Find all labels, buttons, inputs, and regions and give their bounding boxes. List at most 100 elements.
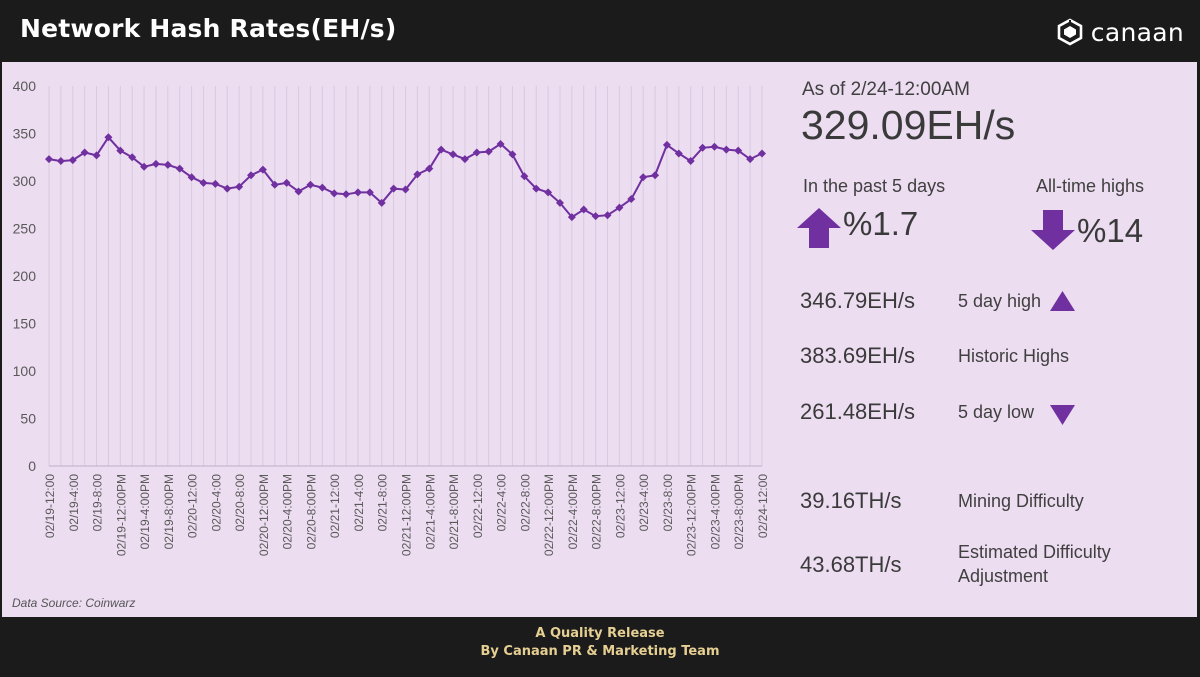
data-point <box>306 180 315 189</box>
data-point <box>639 173 648 182</box>
header-bar: Network Hash Rates(EH/s) canaan <box>0 0 1200 62</box>
footer-line-2: By Canaan PR & Marketing Team <box>480 644 720 659</box>
x-tick-label: 02/23-12:00 <box>613 474 627 538</box>
data-point <box>92 151 101 160</box>
x-tick-label: 02/20-4:00 <box>209 474 223 532</box>
data-point <box>758 149 766 158</box>
data-point <box>128 153 137 162</box>
data-point <box>591 212 600 221</box>
y-tick-label: 50 <box>20 411 36 427</box>
five-day-high-label: 5 day high <box>958 291 1042 311</box>
x-tick-label: 02/21-4:00 <box>352 474 366 532</box>
data-point <box>496 139 505 148</box>
x-tick-label: 02/19-4:00 <box>67 474 81 532</box>
arrow-down-icon <box>1031 210 1075 250</box>
historic-high-label: Historic Highs <box>958 346 1070 366</box>
x-tick-label: 02/19-12:00PM <box>114 474 128 556</box>
data-point <box>615 203 624 212</box>
data-point <box>460 155 469 164</box>
x-tick-label: 02/24-12:00 <box>756 474 770 538</box>
mining-difficulty-value: 39.16TH/s <box>800 488 902 513</box>
data-point <box>389 184 398 193</box>
y-tick-label: 400 <box>13 78 37 94</box>
data-point <box>140 162 149 171</box>
x-tick-label: 02/23-8:00PM <box>732 474 746 549</box>
historic-high-value: 383.69EH/s <box>800 343 915 368</box>
data-point <box>235 182 244 191</box>
y-tick-label: 200 <box>13 268 37 284</box>
data-point <box>520 172 529 181</box>
data-point <box>555 198 564 207</box>
estimated-difficulty-value: 43.68TH/s <box>800 552 902 577</box>
data-point <box>294 187 303 196</box>
past-5-days-label: In the past 5 days <box>803 176 946 196</box>
data-point <box>353 188 362 197</box>
series-points <box>45 133 766 222</box>
data-point <box>68 156 77 165</box>
data-point <box>401 185 410 194</box>
x-tick-label: 02/22-8:00PM <box>590 474 604 549</box>
data-point <box>722 145 731 154</box>
data-point <box>282 178 291 187</box>
five-day-high-value: 346.79EH/s <box>800 288 915 313</box>
data-point <box>116 146 125 155</box>
data-point <box>472 148 481 157</box>
data-point <box>579 205 588 214</box>
past-5-days-change: %1.7 <box>843 205 919 242</box>
x-axis: 02/19-12:00 02/19-4:00 02/19-8:00 02/19-12:… <box>43 474 770 556</box>
footer-bar: A Quality Release By Canaan PR & Marketi… <box>0 617 1200 677</box>
data-point <box>437 145 446 154</box>
data-point <box>211 179 220 188</box>
estimated-difficulty-label: Estimated Difficulty Adjustment <box>958 540 1111 588</box>
x-tick-label: 02/22-4:00PM <box>566 474 580 549</box>
x-tick-label: 02/22-12:00 <box>471 474 485 538</box>
data-point <box>365 188 374 197</box>
data-point <box>686 157 695 166</box>
all-time-highs-label: All-time highs <box>1036 176 1145 196</box>
data-point <box>270 180 279 189</box>
x-tick-label: 02/21-12:00PM <box>400 474 414 556</box>
x-tick-label: 02/23-12:00PM <box>685 474 699 556</box>
data-point <box>734 146 743 155</box>
arrow-up-icon <box>797 208 841 248</box>
x-tick-label: 02/20-4:00PM <box>281 474 295 549</box>
data-point <box>484 147 493 156</box>
data-point <box>247 171 256 180</box>
data-point <box>318 183 327 192</box>
triangle-down-icon <box>1050 405 1075 425</box>
x-tick-label: 02/19-8:00 <box>91 474 105 532</box>
data-point <box>45 155 53 164</box>
x-tick-label: 02/20-8:00PM <box>304 474 318 549</box>
data-point <box>223 184 232 193</box>
y-tick-label: 100 <box>13 363 37 379</box>
canaan-cube-icon <box>1057 18 1083 46</box>
x-tick-label: 02/22-8:00 <box>518 474 532 532</box>
y-axis: 0 50 100 150 200 250 300 350 400 <box>13 78 37 474</box>
data-point <box>104 133 113 142</box>
data-point <box>199 178 208 187</box>
data-point <box>80 148 89 157</box>
data-point <box>330 189 339 198</box>
data-point <box>377 198 386 207</box>
data-point <box>151 159 160 168</box>
data-point <box>651 171 660 180</box>
data-point <box>603 211 612 220</box>
current-hash-rate: 329.09EH/s <box>801 102 1016 148</box>
x-tick-label: 02/20-12:00PM <box>257 474 271 556</box>
y-tick-label: 0 <box>28 458 36 474</box>
content-panel: 0 50 100 150 200 250 300 350 400 02/19-12:00 02/1… <box>2 62 1197 617</box>
x-tick-label: 02/21-4:00PM <box>423 474 437 549</box>
page-title: Network Hash Rates(EH/s) <box>20 14 397 43</box>
chart-grid <box>48 86 763 467</box>
y-tick-label: 300 <box>13 173 37 189</box>
data-point <box>342 190 351 199</box>
x-tick-label: 02/23-4:00PM <box>708 474 722 549</box>
data-point <box>449 150 458 159</box>
x-tick-label: 02/22-12:00PM <box>542 474 556 556</box>
data-point <box>746 155 755 164</box>
data-point <box>56 157 65 166</box>
data-point <box>544 188 553 197</box>
mining-difficulty-label: Mining Difficulty <box>958 491 1084 511</box>
y-tick-label: 250 <box>13 221 37 237</box>
x-tick-label: 02/19-8:00PM <box>162 474 176 549</box>
